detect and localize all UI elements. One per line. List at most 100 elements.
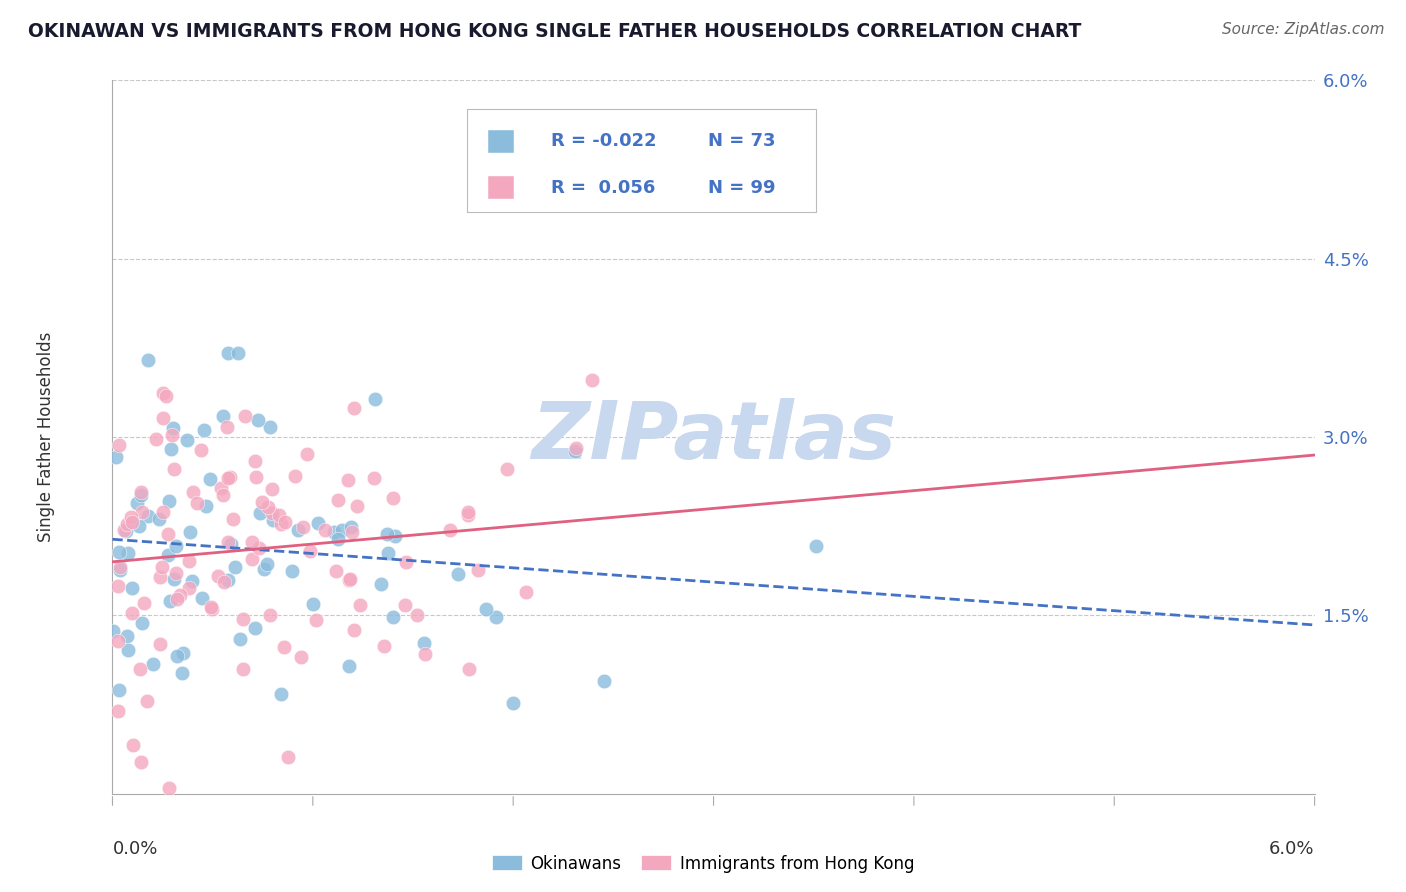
Point — [337, 659, 360, 673]
Point — [342, 624, 364, 638]
Point — [218, 535, 240, 549]
Point — [125, 496, 148, 510]
Point — [274, 515, 297, 529]
Text: R = -0.022: R = -0.022 — [551, 132, 657, 150]
Text: ZIPatlas: ZIPatlas — [531, 398, 896, 476]
Point — [159, 780, 181, 795]
Point — [395, 555, 418, 569]
Text: Single Father Households: Single Father Households — [38, 332, 55, 542]
Text: R =  0.056: R = 0.056 — [551, 178, 655, 196]
Point — [107, 633, 129, 648]
Point — [496, 462, 519, 476]
Point — [149, 570, 172, 584]
Point — [256, 557, 278, 571]
Point — [243, 454, 266, 468]
Point — [339, 520, 361, 534]
FancyBboxPatch shape — [488, 130, 515, 153]
Point — [262, 513, 284, 527]
Point — [148, 512, 170, 526]
Point — [262, 482, 284, 496]
Point — [121, 581, 143, 595]
Point — [162, 421, 184, 435]
Point — [186, 496, 208, 510]
Point — [194, 499, 217, 513]
Text: 6.0%: 6.0% — [1270, 840, 1315, 858]
Point — [298, 543, 321, 558]
Text: 0.0%: 0.0% — [112, 840, 157, 858]
Point — [215, 420, 238, 434]
Point — [156, 548, 179, 562]
Point — [129, 756, 152, 770]
Point — [262, 506, 284, 520]
Point — [226, 346, 249, 360]
Point — [122, 739, 145, 753]
Point — [136, 694, 159, 708]
Point — [314, 523, 336, 537]
Point — [115, 517, 138, 532]
Point — [224, 559, 246, 574]
Point — [457, 508, 479, 522]
Point — [217, 573, 239, 587]
Point — [349, 599, 371, 613]
Point — [179, 525, 201, 540]
Point — [485, 610, 508, 624]
Point — [247, 541, 270, 555]
Point — [218, 469, 240, 483]
Point — [564, 444, 586, 458]
Point — [343, 401, 366, 416]
Point — [373, 640, 395, 654]
Point — [169, 588, 191, 602]
Point — [159, 593, 181, 607]
Point — [270, 687, 292, 701]
Point — [152, 385, 174, 400]
Point — [302, 597, 325, 611]
Point — [166, 592, 188, 607]
Point — [381, 610, 404, 624]
Point — [240, 535, 263, 549]
Point — [232, 612, 254, 626]
Point — [160, 442, 183, 457]
Point — [207, 569, 229, 583]
Point — [117, 545, 139, 559]
Point — [322, 524, 344, 539]
Point — [117, 629, 139, 643]
Point — [108, 683, 131, 698]
Point — [287, 523, 309, 537]
Point — [112, 524, 135, 538]
Point — [242, 551, 264, 566]
Point — [305, 613, 328, 627]
Point — [221, 511, 243, 525]
FancyBboxPatch shape — [467, 109, 815, 212]
Point — [232, 662, 254, 676]
Point — [166, 566, 188, 580]
Point — [128, 519, 150, 533]
Point — [256, 500, 278, 515]
Point — [152, 505, 174, 519]
Text: Source: ZipAtlas.com: Source: ZipAtlas.com — [1222, 22, 1385, 37]
Point — [131, 616, 153, 631]
Point — [117, 643, 139, 657]
Point — [252, 495, 274, 509]
Point — [110, 560, 132, 574]
Point — [219, 537, 242, 551]
Point — [177, 553, 200, 567]
Point — [177, 582, 200, 596]
Point — [156, 527, 179, 541]
Point — [217, 471, 239, 485]
Point — [337, 473, 360, 487]
FancyBboxPatch shape — [488, 176, 515, 199]
Point — [281, 564, 304, 578]
Point — [381, 491, 404, 506]
Point — [346, 499, 368, 513]
Point — [142, 657, 165, 671]
Point — [292, 520, 315, 534]
Point — [284, 469, 307, 483]
Point — [565, 441, 588, 455]
Point — [806, 539, 828, 553]
Point — [157, 494, 180, 508]
Point — [340, 524, 363, 539]
Point — [447, 566, 470, 581]
Point — [121, 606, 143, 620]
Point — [149, 637, 172, 651]
Point — [104, 450, 127, 465]
